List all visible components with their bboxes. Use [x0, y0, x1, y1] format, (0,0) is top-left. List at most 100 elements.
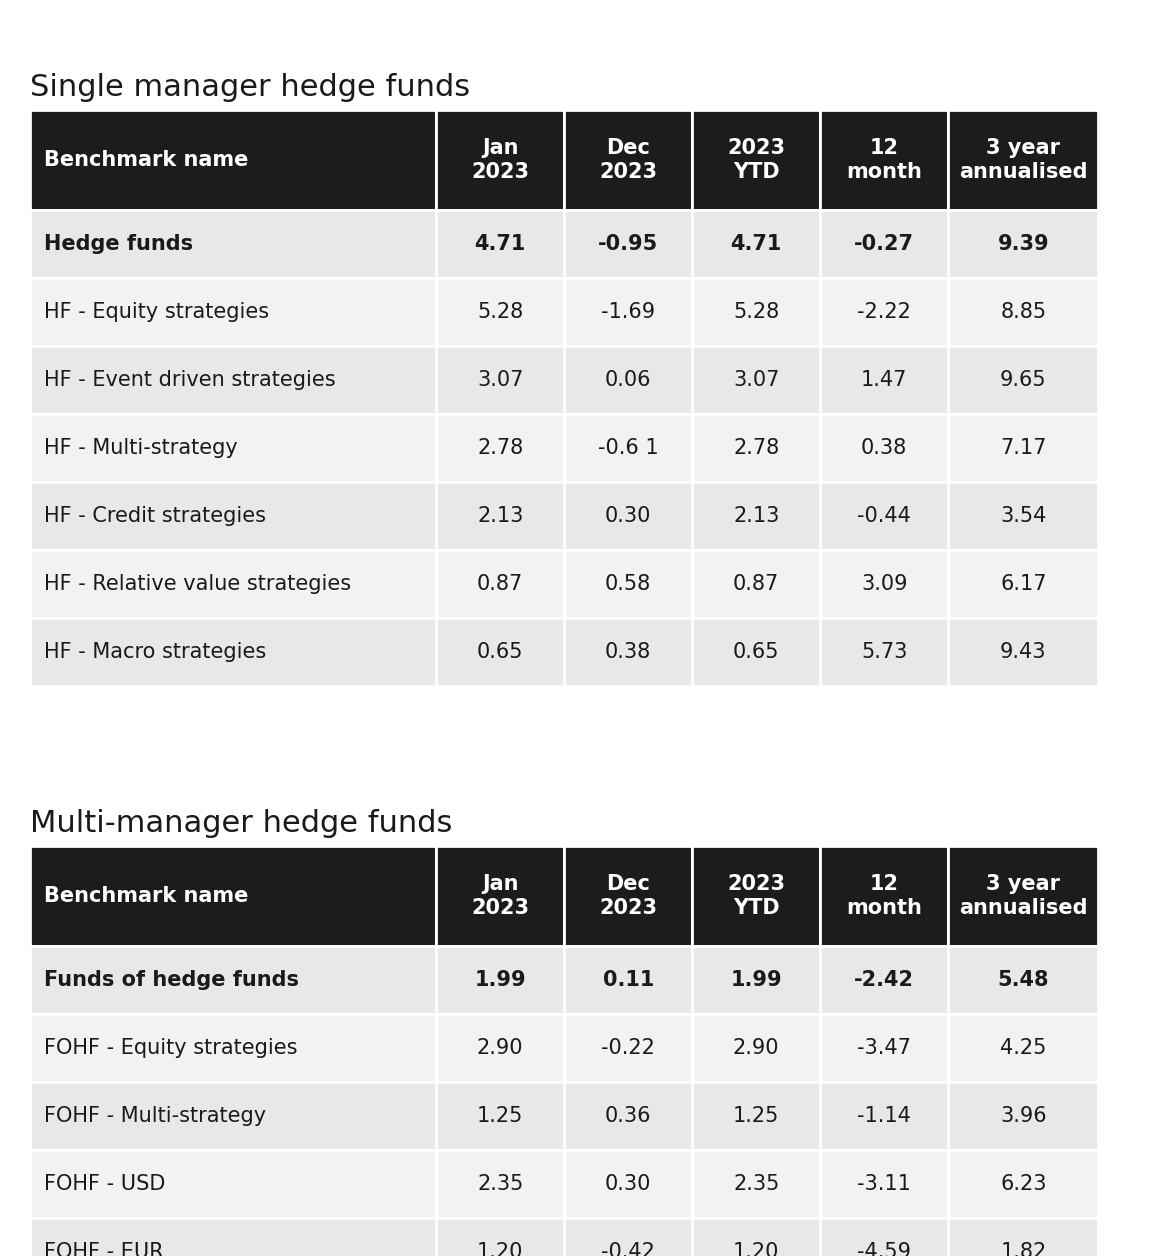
Text: 8.85: 8.85: [1001, 301, 1046, 322]
Bar: [30, 618, 436, 686]
Text: 12
month: 12 month: [846, 874, 922, 918]
Bar: [564, 482, 692, 550]
Bar: [948, 482, 1098, 550]
Bar: [30, 111, 436, 210]
Bar: [948, 550, 1098, 618]
Bar: [948, 1081, 1098, 1150]
Bar: [30, 946, 436, 1014]
Text: -0.6 1: -0.6 1: [598, 438, 658, 458]
Bar: [692, 1081, 820, 1150]
Text: 7.17: 7.17: [1001, 438, 1046, 458]
Text: 6.17: 6.17: [1001, 574, 1046, 594]
Text: Dec
2023: Dec 2023: [599, 138, 657, 182]
Text: -2.22: -2.22: [857, 301, 911, 322]
Text: -0.44: -0.44: [857, 506, 911, 526]
Text: 9.43: 9.43: [1001, 642, 1046, 662]
Text: -3.47: -3.47: [857, 1037, 911, 1058]
Text: Dec
2023: Dec 2023: [599, 874, 657, 918]
Bar: [436, 618, 564, 686]
Bar: [436, 210, 564, 278]
Text: HF - Relative value strategies: HF - Relative value strategies: [45, 574, 351, 594]
Text: 3.54: 3.54: [1001, 506, 1046, 526]
Bar: [30, 482, 436, 550]
Bar: [948, 1014, 1098, 1081]
Text: 2.35: 2.35: [733, 1174, 779, 1194]
Bar: [436, 1081, 564, 1150]
Text: 1.99: 1.99: [474, 970, 526, 990]
Bar: [30, 210, 436, 278]
Bar: [436, 1150, 564, 1218]
Bar: [564, 847, 692, 946]
Text: FOHF - USD: FOHF - USD: [45, 1174, 165, 1194]
Bar: [30, 414, 436, 482]
Text: 0.36: 0.36: [605, 1107, 651, 1125]
Text: 1.47: 1.47: [861, 371, 908, 391]
Text: 12
month: 12 month: [846, 138, 922, 182]
Bar: [564, 414, 692, 482]
Bar: [436, 482, 564, 550]
Text: 0.58: 0.58: [605, 574, 651, 594]
Text: 2.78: 2.78: [477, 438, 523, 458]
Bar: [820, 278, 948, 345]
Text: 1.20: 1.20: [477, 1242, 523, 1256]
Text: HF - Event driven strategies: HF - Event driven strategies: [45, 371, 335, 391]
Text: FOHF - EUR: FOHF - EUR: [45, 1242, 163, 1256]
Bar: [564, 946, 692, 1014]
Text: -1.14: -1.14: [857, 1107, 911, 1125]
Bar: [564, 278, 692, 345]
Bar: [820, 482, 948, 550]
Bar: [564, 1081, 692, 1150]
Bar: [692, 1014, 820, 1081]
Bar: [820, 111, 948, 210]
Text: 2023
YTD: 2023 YTD: [727, 874, 785, 918]
Bar: [436, 111, 564, 210]
Text: 0.87: 0.87: [477, 574, 523, 594]
Text: 0.06: 0.06: [605, 371, 651, 391]
Bar: [820, 210, 948, 278]
Text: 1.25: 1.25: [733, 1107, 779, 1125]
Bar: [820, 1014, 948, 1081]
Text: 9.39: 9.39: [997, 234, 1049, 254]
Text: 1.99: 1.99: [731, 970, 782, 990]
Text: Single manager hedge funds: Single manager hedge funds: [30, 73, 470, 102]
Text: 0.30: 0.30: [605, 1174, 651, 1194]
Bar: [436, 345, 564, 414]
Bar: [692, 482, 820, 550]
Text: Funds of hedge funds: Funds of hedge funds: [45, 970, 299, 990]
Text: 9.65: 9.65: [1001, 371, 1046, 391]
Bar: [436, 946, 564, 1014]
Bar: [30, 278, 436, 345]
Bar: [948, 210, 1098, 278]
Text: FOHF - Multi-strategy: FOHF - Multi-strategy: [45, 1107, 266, 1125]
Bar: [30, 1081, 436, 1150]
Bar: [564, 111, 692, 210]
Text: 2.90: 2.90: [477, 1037, 523, 1058]
Bar: [948, 1218, 1098, 1256]
Bar: [820, 1150, 948, 1218]
Text: 3.09: 3.09: [861, 574, 908, 594]
Bar: [564, 210, 692, 278]
Bar: [436, 1014, 564, 1081]
Text: HF - Macro strategies: HF - Macro strategies: [45, 642, 266, 662]
Bar: [564, 1218, 692, 1256]
Text: 1.25: 1.25: [477, 1107, 523, 1125]
Bar: [692, 278, 820, 345]
Text: -4.59: -4.59: [857, 1242, 911, 1256]
Text: 3.07: 3.07: [477, 371, 523, 391]
Text: 4.71: 4.71: [731, 234, 782, 254]
Bar: [820, 345, 948, 414]
Bar: [692, 946, 820, 1014]
Text: 0.38: 0.38: [605, 642, 651, 662]
Text: 0.65: 0.65: [733, 642, 780, 662]
Text: Jan
2023: Jan 2023: [472, 138, 529, 182]
Text: 2.13: 2.13: [477, 506, 523, 526]
Bar: [692, 550, 820, 618]
Bar: [948, 345, 1098, 414]
Text: -1.69: -1.69: [602, 301, 656, 322]
Bar: [692, 847, 820, 946]
Text: 1.82: 1.82: [1001, 1242, 1046, 1256]
Text: 5.48: 5.48: [997, 970, 1049, 990]
Bar: [436, 550, 564, 618]
Text: 0.87: 0.87: [733, 574, 779, 594]
Bar: [564, 618, 692, 686]
